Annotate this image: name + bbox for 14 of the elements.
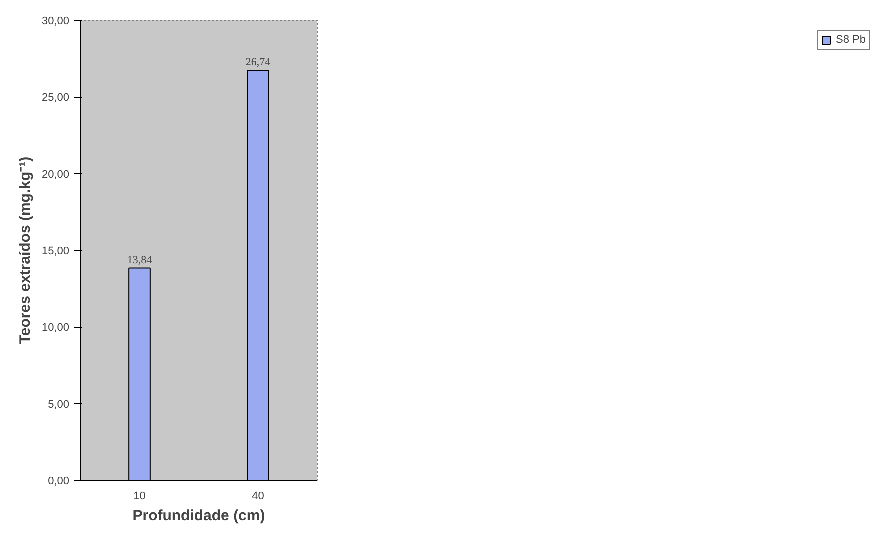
data-label: 26,74 xyxy=(246,56,272,68)
y-tick-label: 25,00 xyxy=(42,92,70,104)
y-tick-label: 5,00 xyxy=(48,398,70,411)
y-tick-label: 0,00 xyxy=(48,476,70,488)
legend-label: S8 Pb xyxy=(836,34,866,46)
x-axis-title: Profundidade (cm) xyxy=(132,508,266,524)
y-tick-label: 20,00 xyxy=(42,168,70,181)
data-label: 13,84 xyxy=(127,254,153,266)
y-axis-title: Teores extraídos (mg.kg⁻¹) xyxy=(16,156,34,344)
y-tick-label: 10,00 xyxy=(42,322,70,334)
x-tick-label: 10 xyxy=(134,490,146,502)
x-tick-label: 40 xyxy=(252,490,264,502)
y-tick-label: 15,00 xyxy=(42,246,70,258)
y-tick-label: 30,00 xyxy=(42,16,70,28)
